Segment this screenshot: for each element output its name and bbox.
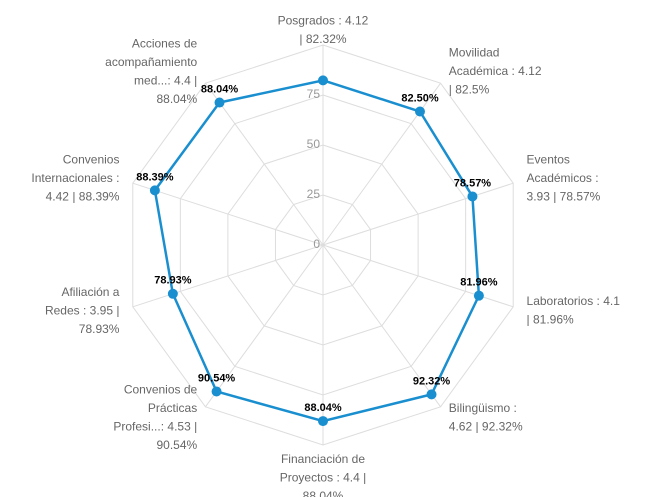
data-point (149, 185, 160, 196)
category-label: Financiación de (281, 452, 365, 466)
y-tick-label: 25 (307, 187, 321, 201)
value-label: 88.04% (304, 402, 342, 414)
category-label: Posgrados : 4.12 (278, 14, 369, 28)
category-label: Bilingüismo : (449, 401, 517, 415)
category-label: | 82.32% (299, 32, 346, 46)
category-label: Eventos (527, 153, 570, 167)
value-label: 88.04% (201, 83, 239, 95)
data-point (318, 416, 328, 427)
category-label: 3.93 | 78.57% (527, 190, 601, 204)
category-label: 88.04% (303, 489, 344, 497)
category-label: Redes : 3.95 | (45, 303, 120, 317)
category-label: Profesi...: 4.53 | (113, 420, 197, 434)
category-label: Académicos : (527, 171, 599, 185)
value-label: 82.50% (401, 92, 439, 104)
spoke (322, 182, 514, 246)
category-label: Afiliación a (61, 285, 119, 299)
category-label: 4.42 | 88.39% (46, 190, 120, 204)
category-label: Laboratorios : 4.1 (527, 294, 621, 308)
value-label: 88.39% (136, 171, 174, 183)
spoke (322, 82, 441, 246)
data-point (426, 389, 437, 400)
data-point (473, 290, 484, 301)
y-tick-label: 50 (307, 137, 321, 151)
spoke (132, 182, 324, 246)
spoke (205, 82, 324, 246)
data-point (211, 386, 222, 397)
spoke (132, 244, 324, 308)
category-label: | 82.5% (449, 83, 490, 97)
value-label: 92.32% (413, 375, 451, 387)
category-label: med...: 4.4 | (134, 73, 197, 87)
value-label: 90.54% (198, 372, 236, 384)
data-point (167, 288, 178, 299)
category-label: 88.04% (157, 92, 198, 106)
category-label: 90.54% (157, 438, 198, 452)
spoke (322, 244, 441, 408)
category-label: 4.62 | 92.32% (449, 420, 523, 434)
spoke (205, 244, 324, 408)
y-tick-label: 75 (307, 87, 321, 101)
category-label: Acciones de (132, 36, 198, 50)
data-point (214, 97, 225, 108)
category-label: acompañamiento (105, 55, 197, 69)
category-label: Prácticas (148, 401, 197, 415)
data-point (414, 106, 425, 117)
category-label: Movilidad (449, 46, 500, 60)
category-label: 78.93% (79, 322, 120, 336)
category-label: Convenios de (124, 383, 198, 397)
value-label: 78.57% (454, 177, 492, 189)
data-point (467, 191, 478, 202)
category-label: Internacionales : (31, 171, 119, 185)
category-label: Proyectos : 4.4 | (280, 471, 367, 485)
value-label: 81.96% (460, 277, 498, 289)
category-label: Académica : 4.12 (449, 64, 542, 78)
y-tick-label: 0 (313, 237, 320, 251)
category-label: Convenios (63, 153, 120, 167)
data-point (318, 75, 328, 86)
category-label: | 81.96% (527, 313, 574, 327)
value-label: 78.93% (154, 275, 192, 287)
